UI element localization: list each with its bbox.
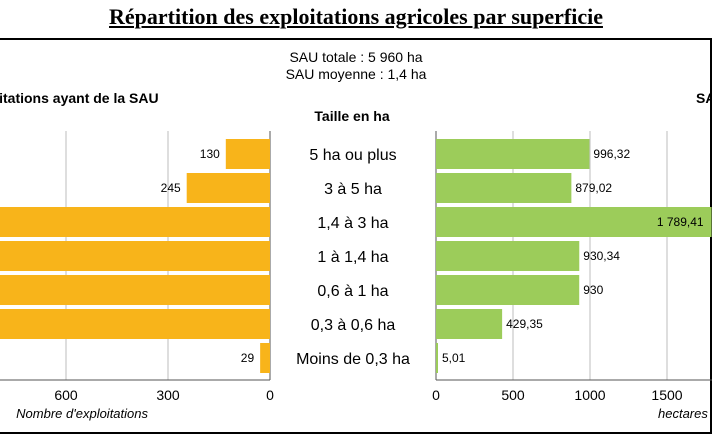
category-header: Taille en ha — [314, 108, 389, 124]
category-label: 3 à 5 ha — [324, 181, 382, 198]
left-x-tick-label: 0 — [266, 387, 274, 403]
left-bar — [0, 275, 271, 305]
left-bar — [260, 343, 270, 373]
right-bar — [436, 309, 503, 339]
left-x-tick-label: 600 — [54, 387, 78, 403]
category-label: 1,4 à 3 ha — [317, 215, 388, 232]
right-bar-value-label: 1 789,41 — [657, 215, 704, 229]
left-chart-title: Exploitations ayant de la SAU — [0, 90, 159, 106]
page-title: Répartition des exploitations agricoles … — [109, 4, 603, 29]
right-bar — [436, 139, 590, 169]
category-label: 0,3 à 0,6 ha — [311, 317, 396, 334]
right-bar — [436, 173, 572, 203]
right-bar-value-label: 879,02 — [575, 181, 612, 195]
left-bar — [0, 241, 270, 271]
category-label: 0,6 à 1 ha — [317, 283, 388, 300]
left-bar-value-label: 245 — [161, 181, 181, 195]
right-bar — [436, 275, 580, 305]
right-bar-value-label: 996,32 — [593, 147, 630, 161]
category-label: 5 ha ou plus — [309, 147, 396, 164]
right-bar-value-label: 5,01 — [442, 351, 466, 365]
right-bar — [436, 207, 712, 237]
right-bar-value-label: 930,34 — [583, 249, 620, 263]
right-bar — [436, 343, 438, 373]
right-chart-title: SAU — [696, 90, 712, 106]
right-bar — [436, 241, 580, 271]
left-x-axis-label: Nombre d'exploitations — [16, 406, 148, 421]
right-x-tick-label: 0 — [432, 387, 440, 403]
sau-total-label: SAU totale : 5 960 ha — [289, 49, 422, 65]
category-label: Moins de 0,3 ha — [296, 351, 410, 368]
left-bar — [0, 309, 271, 339]
left-bar-value-label: 29 — [241, 351, 255, 365]
right-bar-value-label: 930 — [583, 283, 603, 297]
right-x-axis-label: hectares — [658, 406, 708, 421]
right-bar-value-label: 429,35 — [506, 317, 543, 331]
category-label: 1 à 1,4 ha — [317, 249, 388, 266]
left-x-tick-label: 300 — [156, 387, 180, 403]
sau-average-label: SAU moyenne : 1,4 ha — [286, 66, 427, 82]
right-x-tick-label: 1500 — [651, 387, 682, 403]
right-x-tick-label: 1000 — [574, 387, 605, 403]
left-bar-value-label: 130 — [200, 147, 220, 161]
left-bar — [186, 173, 270, 203]
left-bar — [225, 139, 270, 169]
right-x-tick-label: 500 — [501, 387, 525, 403]
left-bar — [0, 207, 271, 237]
